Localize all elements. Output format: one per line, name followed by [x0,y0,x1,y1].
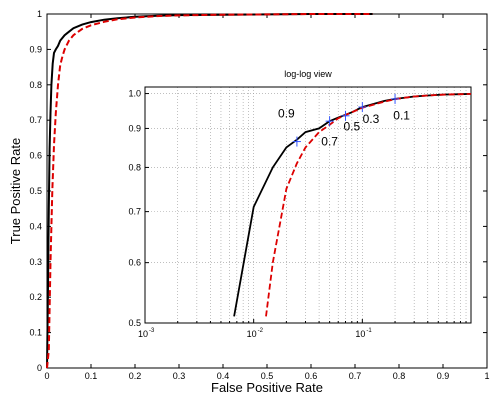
inset-x-tick-exponent: -2 [258,328,264,334]
y-tick-label: 0.3 [29,257,42,267]
y-tick-label: 0 [37,363,42,373]
inset-series-red-dashed-line [265,93,471,317]
y-tick-label: 0.9 [29,44,42,54]
inset-y-tick-label: 0.7 [128,207,141,217]
x-tick-label: 0.5 [261,371,274,381]
inset-y-tick-label: 0.9 [128,123,141,133]
x-tick-label: 0.2 [129,371,142,381]
inset-x-tick-label: 10 [138,329,148,339]
inset-y-tick-label: 1.0 [128,89,141,99]
x-tick-label: 0.8 [393,371,406,381]
inset-threshold-annotation: 0.5 [343,119,360,133]
inset-y-tick-label: 0.6 [128,258,141,268]
x-tick-label: 0.7 [349,371,362,381]
inset-x-tick-label: 10 [247,329,257,339]
x-tick-label: 0.3 [173,371,186,381]
y-tick-label: 0.8 [29,80,42,90]
main-series-red-dashed-line [46,13,373,369]
inset-y-tick-label: 0.8 [128,162,141,172]
inset-x-tick-label: 10 [355,329,365,339]
inset-threshold-annotation: 0.9 [278,107,295,121]
x-tick-label: 0.6 [305,371,318,381]
inset-x-tick-exponent: -1 [366,328,372,334]
x-tick-label: 0.4 [217,371,230,381]
y-tick-label: 0.1 [29,328,42,338]
x-tick-label: 1 [484,371,489,381]
y-tick-label: 0.7 [29,115,42,125]
inset-y-tick-label: 0.5 [128,318,141,328]
inset-x-tick-exponent: -3 [149,328,155,334]
y-tick-label: 0.2 [29,292,42,302]
y-tick-label: 1 [37,9,42,19]
x-axis-label: False Positive Rate [211,380,323,395]
inset-title: log-log view [284,69,332,79]
inset-threshold-annotation: 0.7 [321,134,338,148]
inset-background [145,87,471,323]
y-tick-label: 0.4 [29,221,42,231]
x-tick-label: 0 [44,371,49,381]
y-tick-label: 0.5 [29,186,42,196]
x-tick-label: 0.1 [85,371,98,381]
inset-threshold-annotation: 0.3 [363,112,380,126]
inset-threshold-annotation: 0.1 [393,108,410,122]
x-tick-label: 0.9 [437,371,450,381]
y-axis-label: True Positive Rate [8,138,23,244]
y-tick-label: 0.6 [29,151,42,161]
inset-plot-frame [144,86,472,324]
